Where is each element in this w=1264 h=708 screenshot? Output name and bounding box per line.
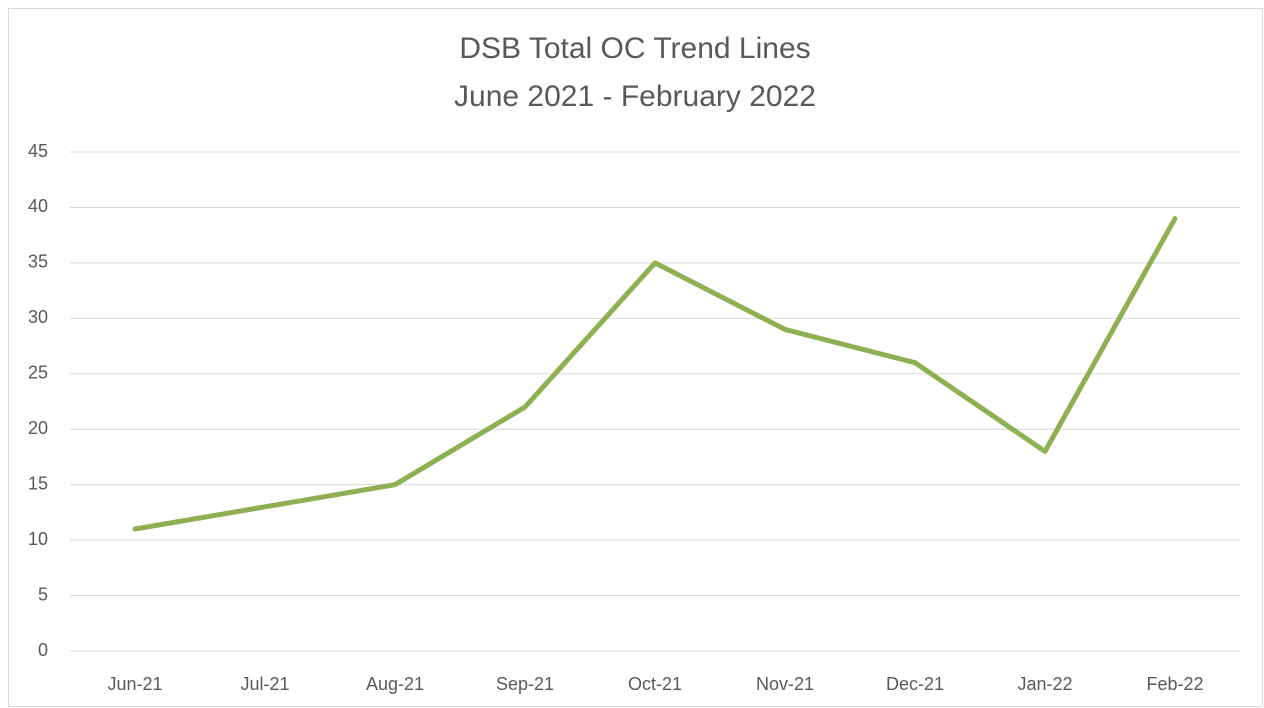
- x-tick-label: Oct-21: [628, 674, 682, 694]
- x-tick-label: Feb-22: [1146, 674, 1203, 694]
- chart-subtitle: June 2021 - February 2022: [454, 80, 816, 113]
- y-tick-label: 25: [28, 363, 48, 383]
- y-tick-label: 15: [28, 473, 48, 493]
- x-tick-label: Aug-21: [366, 674, 424, 694]
- y-tick-label: 30: [28, 307, 48, 327]
- chart-title: DSB Total OC Trend Lines: [459, 32, 810, 65]
- y-tick-label: 0: [38, 640, 48, 660]
- y-tick-label: 5: [38, 584, 48, 604]
- y-tick-label: 20: [28, 418, 48, 438]
- x-tick-label: Jul-21: [240, 674, 289, 694]
- x-tick-label: Nov-21: [756, 674, 814, 694]
- x-tick-label: Dec-21: [886, 674, 944, 694]
- y-tick-label: 40: [28, 196, 48, 216]
- y-tick-label: 45: [28, 141, 48, 161]
- y-tick-label: 35: [28, 252, 48, 272]
- x-tick-label: Jun-21: [107, 674, 162, 694]
- data-line: [132, 216, 1178, 532]
- x-tick-label: Sep-21: [496, 674, 554, 694]
- chart-border: [8, 8, 1263, 707]
- y-tick-label: 10: [28, 529, 48, 549]
- x-tick-label: Jan-22: [1017, 674, 1072, 694]
